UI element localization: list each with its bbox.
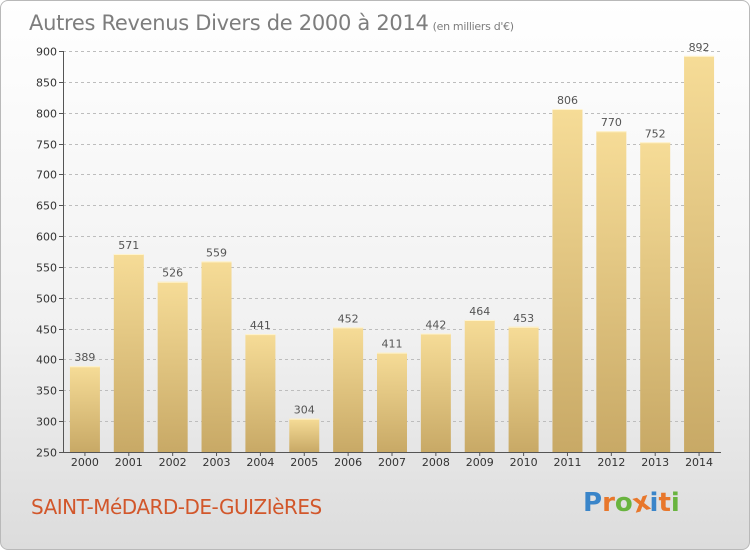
x-tick-label: 2012 xyxy=(597,456,625,469)
y-tick-label: 400 xyxy=(36,354,57,367)
data-label: 442 xyxy=(425,319,446,332)
x-tick-label: 2011 xyxy=(553,456,581,469)
bar-2003 xyxy=(201,261,232,452)
data-label: 453 xyxy=(513,312,534,325)
bar-2012 xyxy=(596,131,627,452)
proxiti-logo: Proxiti xyxy=(583,486,680,519)
logo-letter: o xyxy=(614,488,633,518)
data-label: 441 xyxy=(250,319,271,332)
data-label: 770 xyxy=(601,116,622,129)
commune-name: SAINT-MéDARD-DE-GUIZIèRES xyxy=(31,495,322,519)
logo-letter: r xyxy=(602,488,615,518)
chart-title: Autres Revenus Divers de 2000 à 2014 (en … xyxy=(29,11,514,35)
y-tick-label: 450 xyxy=(36,324,57,337)
bar-2006 xyxy=(333,327,364,452)
x-tick-label: 2007 xyxy=(378,456,406,469)
x-tick-label: 2014 xyxy=(685,456,713,469)
data-label: 411 xyxy=(382,338,403,351)
y-tick-label: 250 xyxy=(36,447,57,460)
x-tick-label: 2006 xyxy=(334,456,362,469)
x-tick-label: 2000 xyxy=(71,456,99,469)
bar-2009 xyxy=(464,319,495,452)
bar-2002 xyxy=(157,281,188,452)
data-label: 464 xyxy=(469,305,490,318)
x-tick-label: 2001 xyxy=(115,456,143,469)
labels: 250 300 350 400 450 500 550 600 650 700 750 800 850 9… xyxy=(36,41,713,469)
x-tick-label: 2008 xyxy=(422,456,450,469)
data-label: 571 xyxy=(118,239,139,252)
y-tick-label: 700 xyxy=(36,169,57,182)
x-tick-label: 2010 xyxy=(510,456,538,469)
logo-letter: i xyxy=(649,488,659,518)
data-label: 389 xyxy=(74,351,95,364)
y-tick-label: 750 xyxy=(36,139,57,152)
x-tick-label: 2013 xyxy=(641,456,669,469)
logo-letter: P xyxy=(583,488,603,518)
bar-2013 xyxy=(640,142,671,452)
logo-letter: t xyxy=(658,488,671,518)
y-tick-label: 350 xyxy=(36,385,57,398)
data-label: 892 xyxy=(689,41,710,54)
y-tick-label: 600 xyxy=(36,231,57,244)
y-tick-label: 500 xyxy=(36,293,57,306)
x-tick-label: 2002 xyxy=(159,456,187,469)
data-label: 806 xyxy=(557,94,578,107)
y-tick-label: 550 xyxy=(36,262,57,275)
y-tick-label: 300 xyxy=(36,416,57,429)
bar-2011 xyxy=(552,108,583,452)
y-tick-label: 850 xyxy=(36,77,57,90)
y-tick-label: 650 xyxy=(36,200,57,213)
x-tick-label: 2003 xyxy=(203,456,231,469)
x-tick-label: 2004 xyxy=(246,456,274,469)
data-label: 752 xyxy=(645,127,666,140)
bar-2014 xyxy=(684,55,715,452)
bar-2010 xyxy=(508,326,539,452)
bar-2000 xyxy=(69,366,100,452)
bar-2001 xyxy=(113,253,144,452)
bar-2004 xyxy=(245,334,276,452)
bar-2008 xyxy=(420,333,451,452)
data-label: 452 xyxy=(338,312,359,325)
data-label: 526 xyxy=(162,267,183,280)
bar-2005 xyxy=(289,418,320,452)
data-label: 559 xyxy=(206,246,227,259)
logo-letter: i xyxy=(670,488,680,518)
x-tick-label: 2005 xyxy=(290,456,318,469)
data-label: 304 xyxy=(294,404,315,417)
chart-unit: (en milliers d'€) xyxy=(432,20,514,33)
bar-2007 xyxy=(377,352,407,452)
chart-title-text: Autres Revenus Divers de 2000 à 2014 xyxy=(29,11,429,35)
x-tick-label: 2009 xyxy=(466,456,494,469)
y-tick-label: 900 xyxy=(36,46,57,59)
axes xyxy=(59,51,721,456)
bars xyxy=(69,55,715,452)
y-tick-label: 800 xyxy=(36,108,57,121)
